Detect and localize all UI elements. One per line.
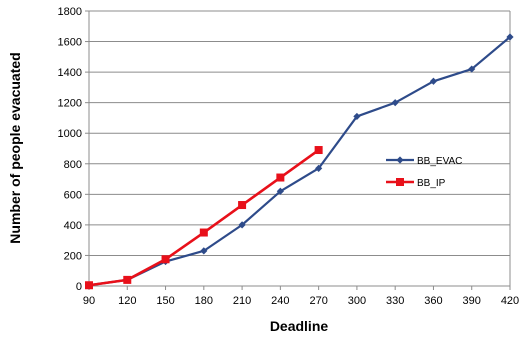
x-tick-label: 150 xyxy=(156,295,174,307)
x-tick-label: 210 xyxy=(233,295,251,307)
series-line-bb-ip xyxy=(88,148,320,287)
gridlines xyxy=(89,10,511,286)
x-tick-label: 240 xyxy=(271,295,289,307)
x-tick-label: 180 xyxy=(195,295,213,307)
x-tick-label: 120 xyxy=(118,295,136,307)
legend-label-bb-ip: BB_IP xyxy=(417,178,446,189)
y-tick-label: 200 xyxy=(64,250,82,262)
data-point-bb-ip xyxy=(199,228,208,237)
y-tick-label: 1600 xyxy=(58,37,82,49)
axes: 0 200 400 600 800 1000 1200 1400 1600 1800 90 120 15… xyxy=(58,6,520,307)
y-tick-label: 1200 xyxy=(58,98,82,110)
legend-item-bb-ip: BB_IP xyxy=(386,178,446,189)
data-point-bb-ip xyxy=(85,281,93,290)
y-tick-label: 1800 xyxy=(58,6,82,18)
data-point-bb-evac xyxy=(276,187,284,195)
x-tick-label: 300 xyxy=(348,295,366,307)
data-point-bb-evac xyxy=(429,77,438,85)
data-point-bb-evac xyxy=(200,247,208,255)
x-tick-label: 420 xyxy=(501,295,519,307)
data-point-bb-ip xyxy=(238,201,247,210)
data-point-bb-evac xyxy=(391,99,399,107)
y-axis-title: Number of people evacuated xyxy=(7,52,23,243)
x-tick-label: 390 xyxy=(463,295,481,307)
legend-marker-bb-ip xyxy=(396,178,404,186)
x-tick-label: 360 xyxy=(424,295,442,307)
data-point-bb-evac xyxy=(353,112,361,121)
x-tick-label: 90 xyxy=(83,295,95,307)
data-point-bb-evac xyxy=(506,33,514,41)
series-line-bb-evac xyxy=(88,36,511,287)
legend-item-bb-evac: BB_EVAC xyxy=(386,156,462,167)
y-tick-label: 1400 xyxy=(58,67,82,79)
data-point-bb-ip xyxy=(276,173,285,182)
y-tick-label: 400 xyxy=(64,220,82,232)
data-point-bb-evac xyxy=(468,65,476,73)
data-point-bb-evac xyxy=(238,221,246,229)
legend-label-bb-evac: BB_EVAC xyxy=(417,156,462,167)
legend: BB_EVAC BB_IP xyxy=(386,156,462,189)
series-bb-ip xyxy=(85,146,323,290)
series-layer xyxy=(85,33,514,290)
y-tick-label: 1000 xyxy=(58,128,82,140)
data-point-bb-evac xyxy=(315,164,323,172)
data-point-bb-ip xyxy=(161,255,170,264)
legend-marker-bb-evac xyxy=(396,156,404,164)
y-tick-label: 0 xyxy=(76,281,82,293)
x-tick-label: 330 xyxy=(386,295,404,307)
y-tick-label: 800 xyxy=(64,159,82,171)
x-axis-title: Deadline xyxy=(270,318,329,334)
data-point-bb-ip xyxy=(314,146,323,155)
y-tick-label: 600 xyxy=(64,189,82,201)
data-point-bb-ip xyxy=(123,275,132,284)
x-tick-label: 270 xyxy=(309,295,327,307)
